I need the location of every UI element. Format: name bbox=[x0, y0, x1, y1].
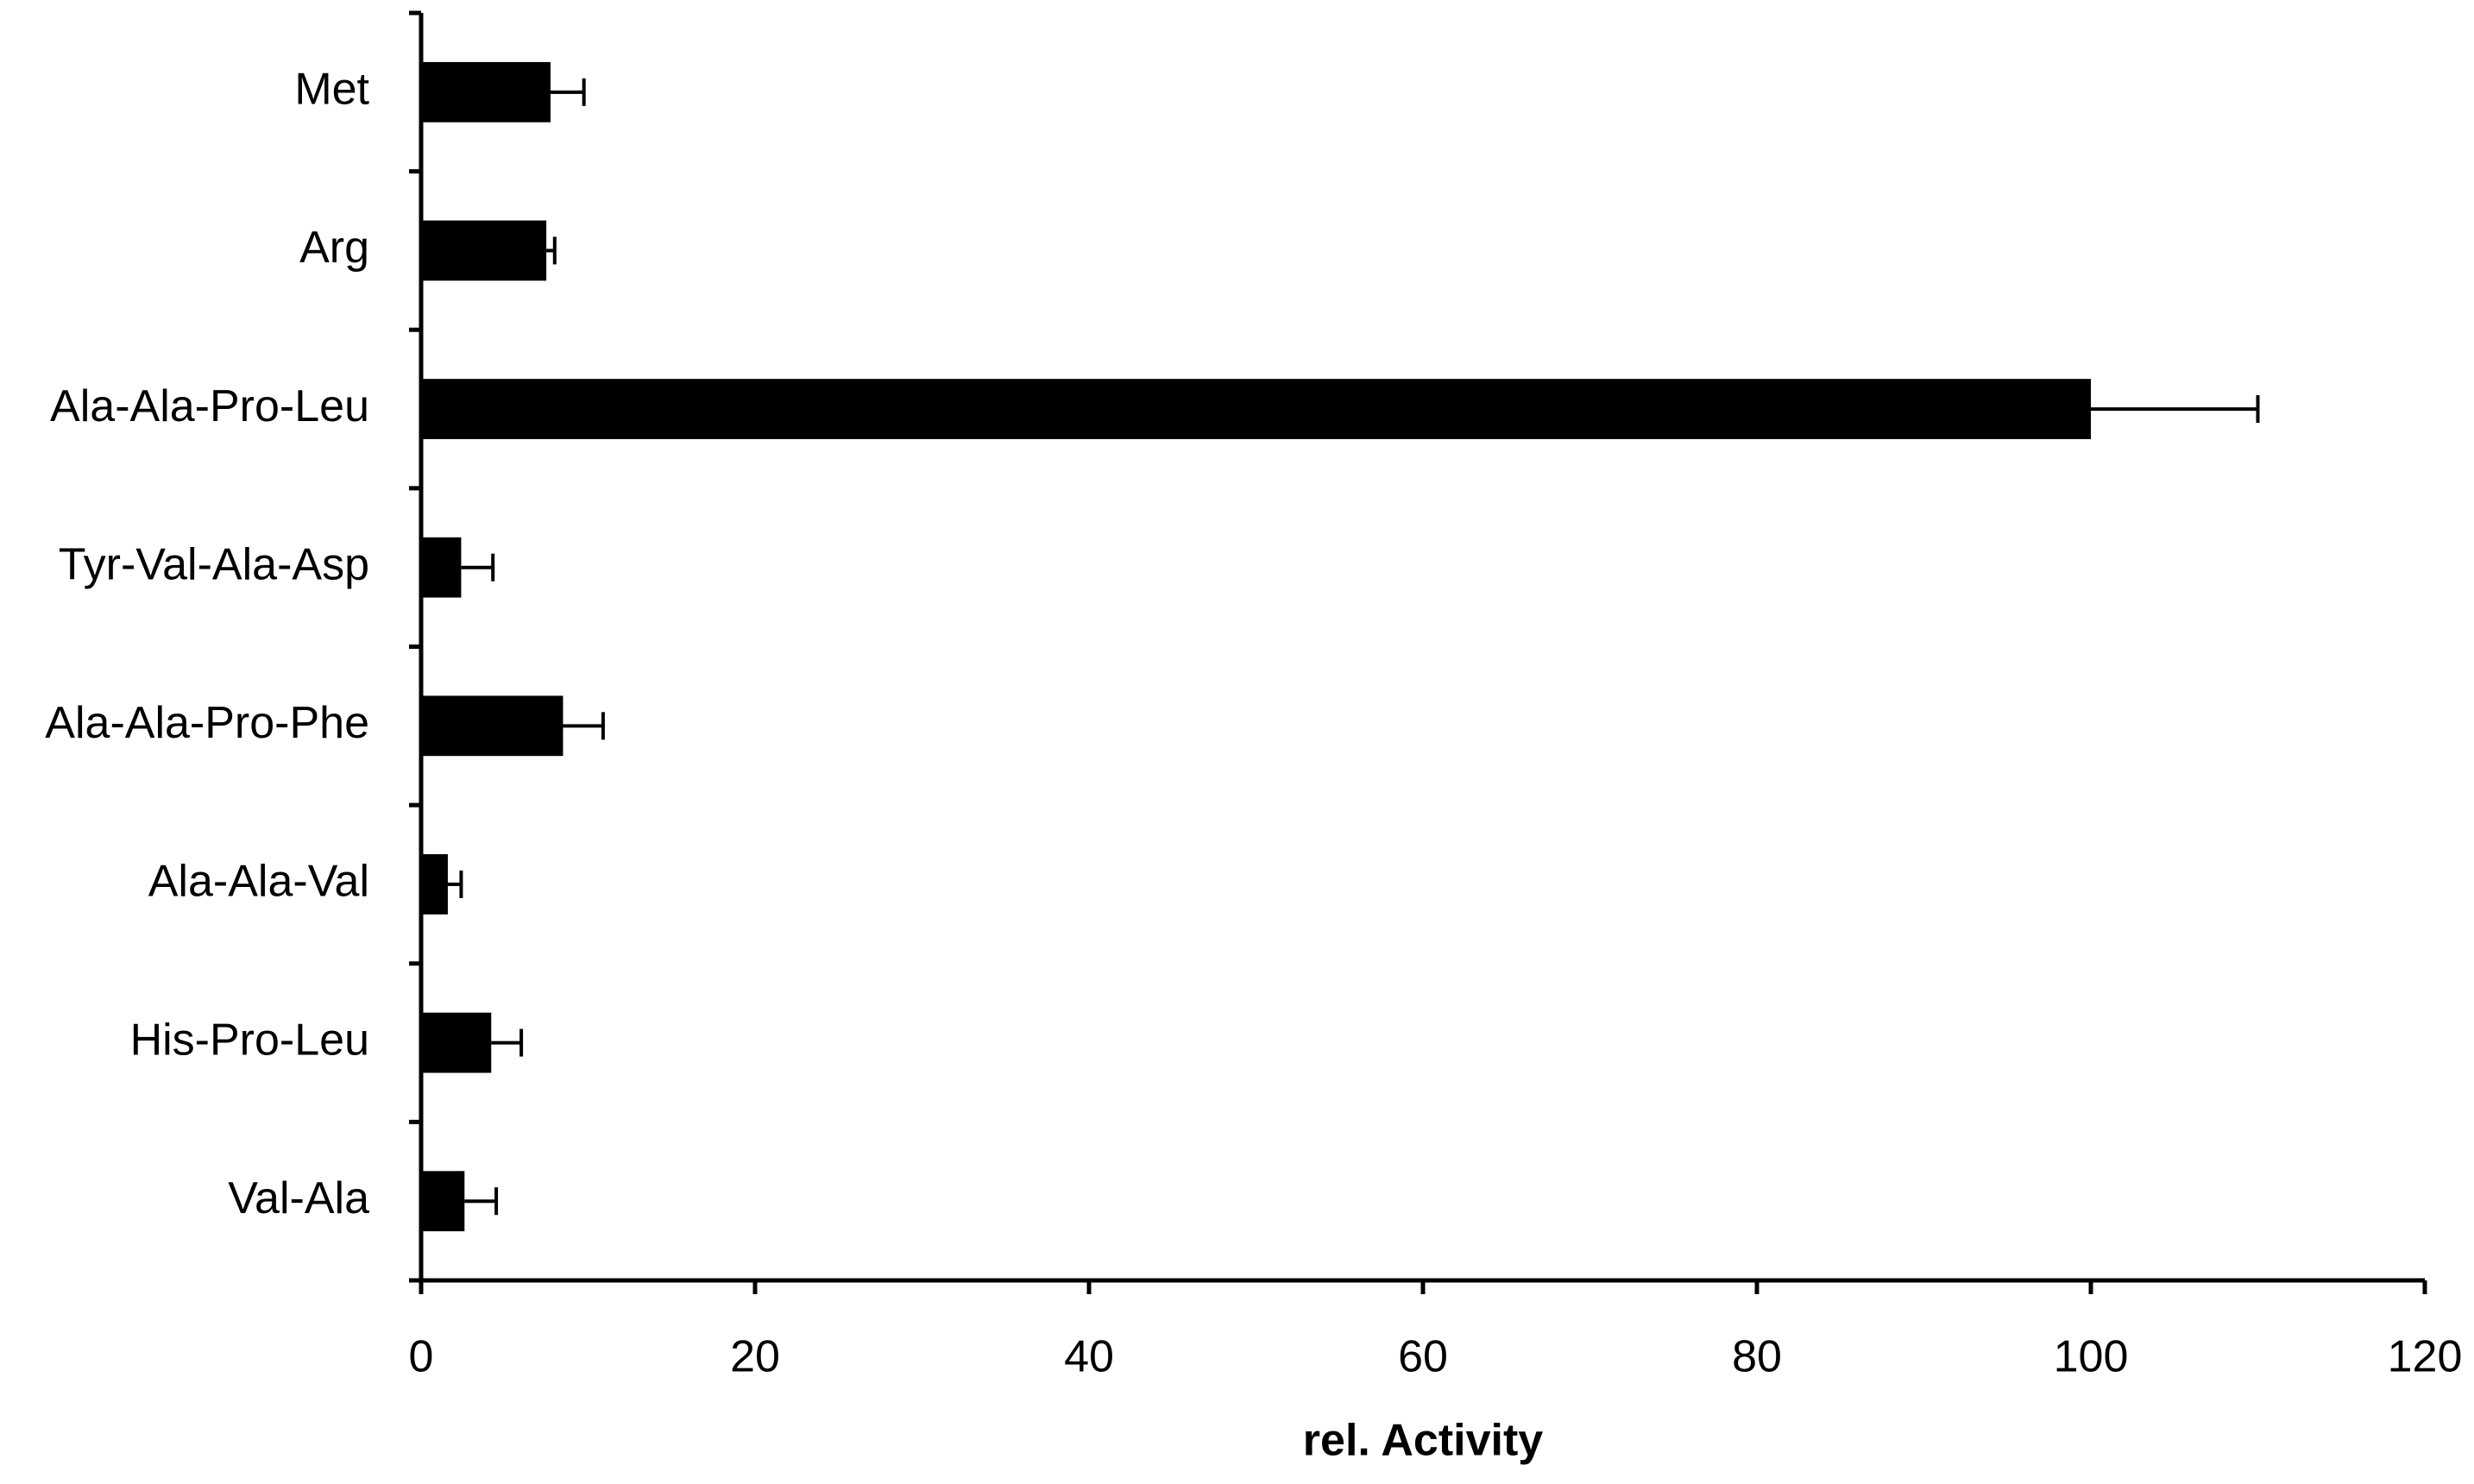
x-tick-label: 100 bbox=[2054, 1332, 2129, 1382]
error-bar bbox=[447, 870, 463, 898]
bar bbox=[421, 1171, 465, 1232]
x-tick-label: 40 bbox=[1064, 1332, 1114, 1382]
bar bbox=[421, 537, 462, 598]
x-tick-label: 0 bbox=[409, 1332, 434, 1382]
x-tick-label: 60 bbox=[1398, 1332, 1448, 1382]
y-tick-label: Ala-Ala-Val bbox=[148, 857, 369, 907]
y-tick-label: Ala-Ala-Pro-Phe bbox=[45, 698, 369, 748]
y-tick-label: Arg bbox=[299, 223, 369, 273]
y-tick-label: Val-Ala bbox=[228, 1173, 369, 1223]
bar bbox=[421, 220, 547, 281]
y-tick-label: Tyr-Val-Ala-Asp bbox=[59, 539, 369, 589]
error-bar bbox=[491, 1028, 524, 1057]
x-tick-label: 120 bbox=[2388, 1332, 2463, 1382]
bar bbox=[421, 695, 563, 757]
bar bbox=[421, 379, 2091, 439]
error-bar bbox=[464, 1187, 499, 1216]
error-bar bbox=[2091, 395, 2260, 424]
error-bar bbox=[461, 553, 495, 582]
bar bbox=[421, 854, 448, 915]
bar bbox=[421, 61, 551, 123]
y-tick-label: Ala-Ala-Pro-Leu bbox=[50, 381, 369, 431]
y-tick-label: His-Pro-Leu bbox=[130, 1015, 369, 1065]
x-axis-title: rel. Activity bbox=[1303, 1416, 1543, 1466]
error-bar bbox=[546, 236, 557, 265]
x-tick-label: 80 bbox=[1732, 1332, 1782, 1382]
x-tick-label: 20 bbox=[730, 1332, 780, 1382]
error-bar bbox=[550, 78, 586, 106]
error-bar bbox=[563, 712, 605, 740]
y-tick-label: Met bbox=[294, 65, 369, 115]
bar bbox=[421, 1012, 492, 1073]
